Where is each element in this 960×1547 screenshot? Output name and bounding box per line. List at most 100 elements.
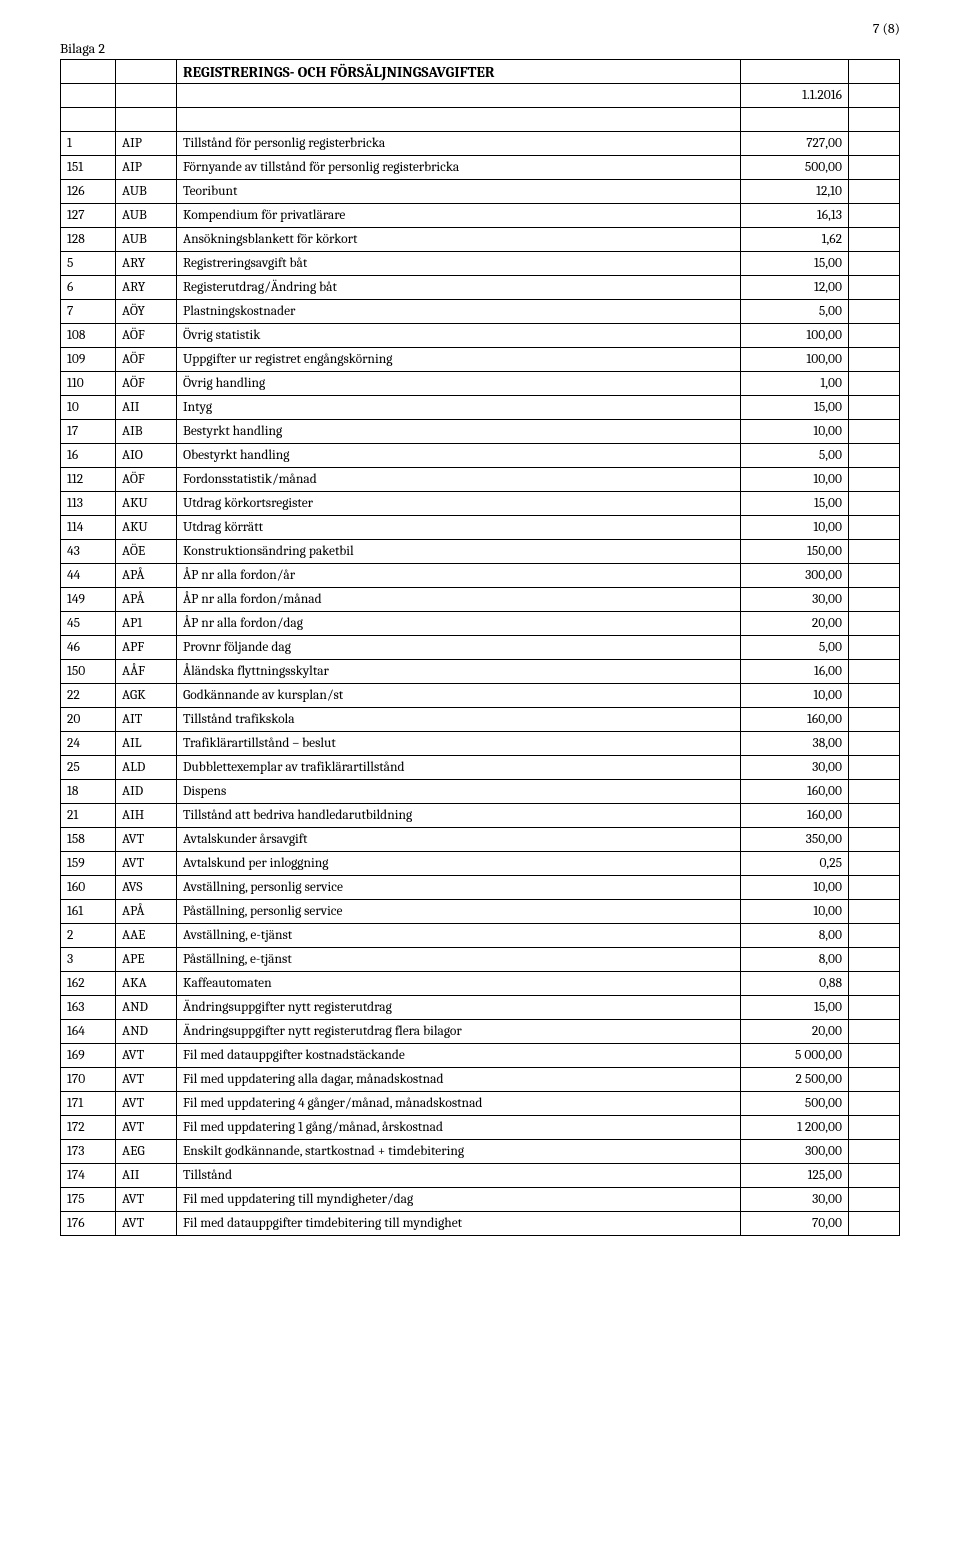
cell-e bbox=[849, 1164, 900, 1188]
cell-e bbox=[849, 564, 900, 588]
cell-b: AVT bbox=[116, 1044, 177, 1068]
cell-a: 127 bbox=[61, 204, 116, 228]
cell-a: 3 bbox=[61, 948, 116, 972]
cell-d: 300,00 bbox=[741, 1140, 849, 1164]
table-row: 46APFProvnr följande dag5,00 bbox=[61, 636, 900, 660]
cell-d: 100,00 bbox=[741, 348, 849, 372]
cell-c: Avställning, e-tjänst bbox=[177, 924, 741, 948]
cell-a: 43 bbox=[61, 540, 116, 564]
cell-c: Teoribunt bbox=[177, 180, 741, 204]
cell-e bbox=[849, 996, 900, 1020]
cell-b: AIP bbox=[116, 132, 177, 156]
cell-d: 8,00 bbox=[741, 924, 849, 948]
table-row: 25ALDDubblettexemplar av trafiklärartill… bbox=[61, 756, 900, 780]
cell-e bbox=[849, 876, 900, 900]
cell-a: 20 bbox=[61, 708, 116, 732]
blank-row bbox=[61, 108, 900, 132]
cell-d: 20,00 bbox=[741, 1020, 849, 1044]
cell-b: AIO bbox=[116, 444, 177, 468]
cell-a: 21 bbox=[61, 804, 116, 828]
cell-b: AVT bbox=[116, 1212, 177, 1236]
table-row: 172AVTFil med uppdatering 1 gång/månad, … bbox=[61, 1116, 900, 1140]
cell-a: 151 bbox=[61, 156, 116, 180]
cell-b: ARY bbox=[116, 252, 177, 276]
cell-c: Fil med uppdatering 1 gång/månad, årskos… bbox=[177, 1116, 741, 1140]
cell-a: 110 bbox=[61, 372, 116, 396]
table-row: 7AÖYPlastningskostnader5,00 bbox=[61, 300, 900, 324]
cell-c: Fil med datauppgifter timdebitering till… bbox=[177, 1212, 741, 1236]
cell-d: 30,00 bbox=[741, 588, 849, 612]
date-row: 1.1.2016 bbox=[61, 84, 900, 108]
cell-e bbox=[849, 420, 900, 444]
cell-e bbox=[849, 132, 900, 156]
cell-d: 160,00 bbox=[741, 804, 849, 828]
cell-c: Plastningskostnader bbox=[177, 300, 741, 324]
cell-b: AÖY bbox=[116, 300, 177, 324]
table-row: 24AILTrafiklärartillstånd – beslut38,00 bbox=[61, 732, 900, 756]
cell-b: AIP bbox=[116, 156, 177, 180]
cell-b: AIL bbox=[116, 732, 177, 756]
cell-c: Avtalskund per inloggning bbox=[177, 852, 741, 876]
cell-e bbox=[849, 900, 900, 924]
table-row: 175AVTFil med uppdatering till myndighet… bbox=[61, 1188, 900, 1212]
cell-d: 16,13 bbox=[741, 204, 849, 228]
title-cell-e bbox=[849, 60, 900, 84]
cell-d: 5 000,00 bbox=[741, 1044, 849, 1068]
cell-e bbox=[849, 1140, 900, 1164]
table-row: 171AVTFil med uppdatering 4 gånger/månad… bbox=[61, 1092, 900, 1116]
blank-c bbox=[177, 108, 741, 132]
blank-b bbox=[116, 108, 177, 132]
cell-c: Dispens bbox=[177, 780, 741, 804]
table-row: 17AIBBestyrkt handling10,00 bbox=[61, 420, 900, 444]
cell-e bbox=[849, 276, 900, 300]
table-row: 113AKUUtdrag körkortsregister15,00 bbox=[61, 492, 900, 516]
cell-d: 1 200,00 bbox=[741, 1116, 849, 1140]
table-row: 162AKAKaffeautomaten0,88 bbox=[61, 972, 900, 996]
cell-b: AVT bbox=[116, 1092, 177, 1116]
cell-a: 7 bbox=[61, 300, 116, 324]
cell-c: Trafiklärartillstånd – beslut bbox=[177, 732, 741, 756]
cell-b: APÅ bbox=[116, 564, 177, 588]
cell-c: Åländska flyttningsskyltar bbox=[177, 660, 741, 684]
cell-a: 150 bbox=[61, 660, 116, 684]
cell-e bbox=[849, 972, 900, 996]
cell-e bbox=[849, 228, 900, 252]
cell-e bbox=[849, 684, 900, 708]
table-row: 10AIIIntyg15,00 bbox=[61, 396, 900, 420]
cell-e bbox=[849, 828, 900, 852]
table-row: 163ANDÄndringsuppgifter nytt registerutd… bbox=[61, 996, 900, 1020]
cell-c: Kaffeautomaten bbox=[177, 972, 741, 996]
table-row: 127AUBKompendium för privatlärare16,13 bbox=[61, 204, 900, 228]
title-cell-a bbox=[61, 60, 116, 84]
cell-a: 16 bbox=[61, 444, 116, 468]
cell-c: Fil med uppdatering 4 gånger/månad, måna… bbox=[177, 1092, 741, 1116]
cell-d: 125,00 bbox=[741, 1164, 849, 1188]
cell-d: 0,25 bbox=[741, 852, 849, 876]
cell-e bbox=[849, 1092, 900, 1116]
table-row: 158AVTAvtalskunder årsavgift350,00 bbox=[61, 828, 900, 852]
cell-d: 10,00 bbox=[741, 516, 849, 540]
cell-c: ÅP nr alla fordon/dag bbox=[177, 612, 741, 636]
table-row: 160AVSAvställning, personlig service10,0… bbox=[61, 876, 900, 900]
table-row: 159AVTAvtalskund per inloggning0,25 bbox=[61, 852, 900, 876]
cell-c: Provnr följande dag bbox=[177, 636, 741, 660]
cell-e bbox=[849, 756, 900, 780]
table-row: 169AVTFil med datauppgifter kostnadstäck… bbox=[61, 1044, 900, 1068]
cell-a: 163 bbox=[61, 996, 116, 1020]
cell-a: 109 bbox=[61, 348, 116, 372]
cell-d: 350,00 bbox=[741, 828, 849, 852]
cell-c: Registerutdrag/Ändring båt bbox=[177, 276, 741, 300]
cell-a: 108 bbox=[61, 324, 116, 348]
cell-a: 17 bbox=[61, 420, 116, 444]
table-row: 128AUBAnsökningsblankett för körkort1,62 bbox=[61, 228, 900, 252]
cell-d: 500,00 bbox=[741, 1092, 849, 1116]
table-row: 150AÅFÅländska flyttningsskyltar16,00 bbox=[61, 660, 900, 684]
cell-b: AKA bbox=[116, 972, 177, 996]
date-cell-b bbox=[116, 84, 177, 108]
cell-c: ÅP nr alla fordon/år bbox=[177, 564, 741, 588]
cell-d: 5,00 bbox=[741, 636, 849, 660]
cell-c: Ansökningsblankett för körkort bbox=[177, 228, 741, 252]
cell-a: 175 bbox=[61, 1188, 116, 1212]
cell-a: 149 bbox=[61, 588, 116, 612]
cell-b: APF bbox=[116, 636, 177, 660]
